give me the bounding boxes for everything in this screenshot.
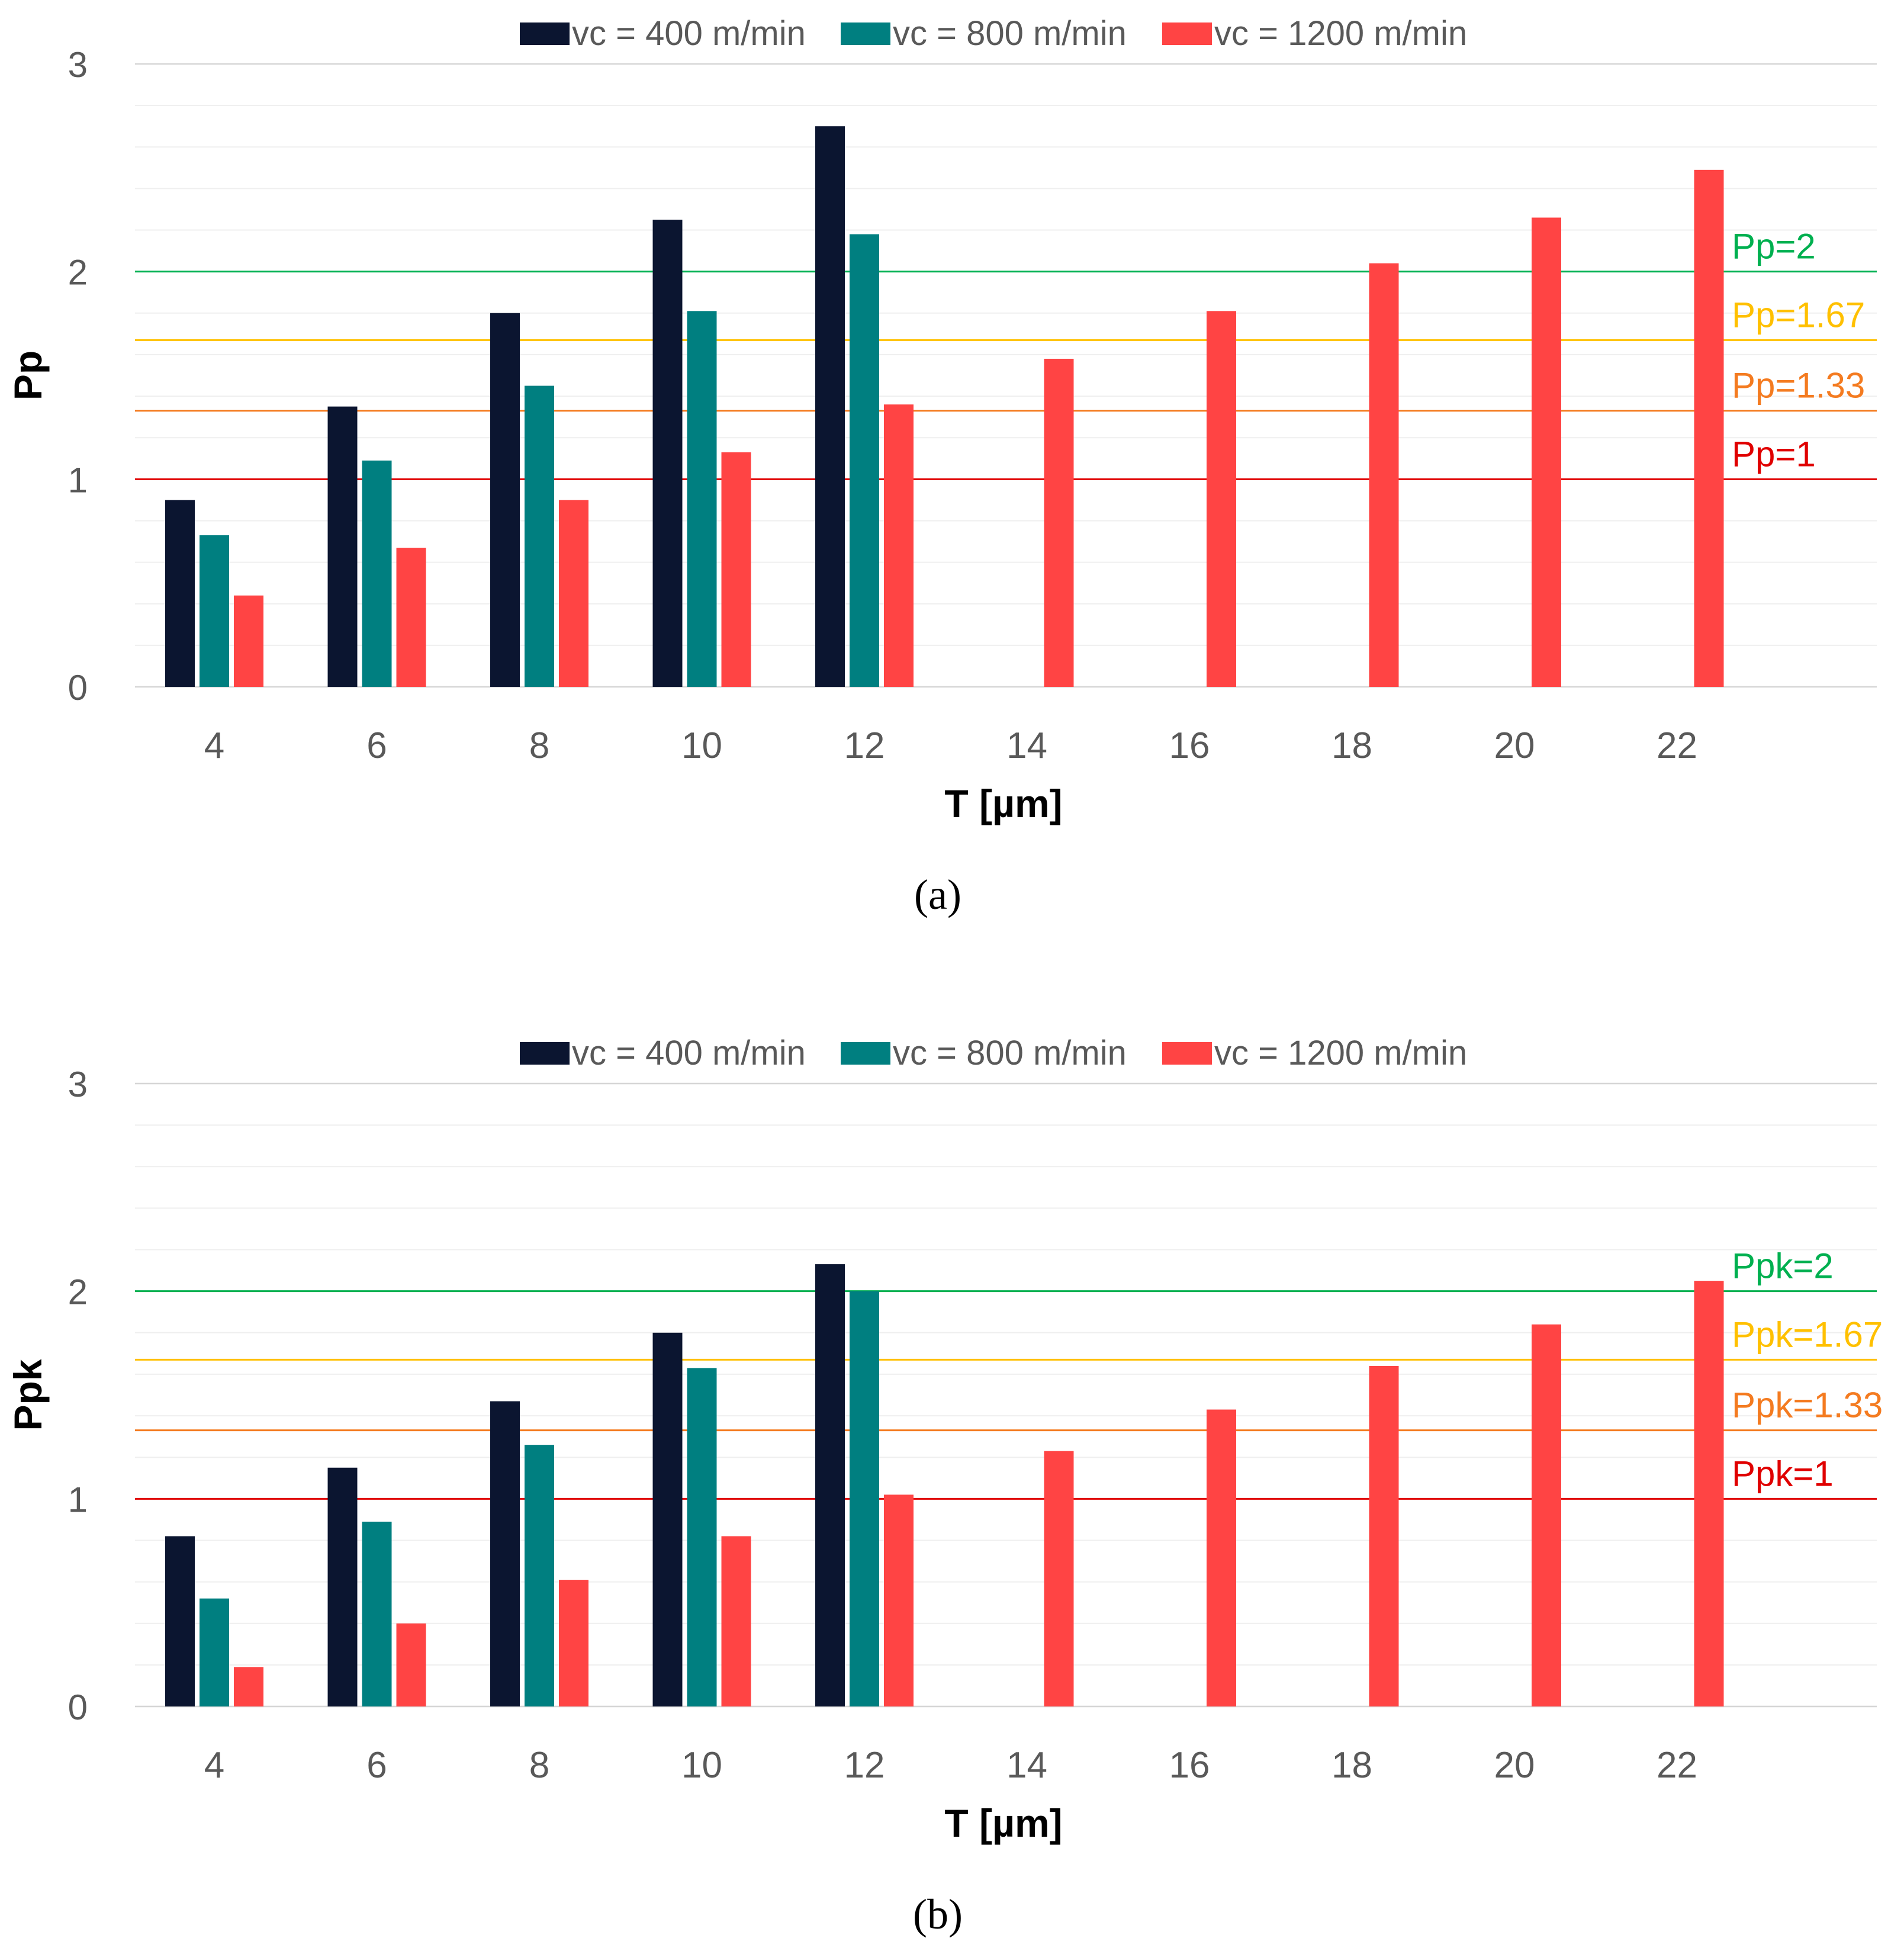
y-tick-label: 0 bbox=[68, 1688, 88, 1727]
y-tick-label: 3 bbox=[68, 1065, 88, 1104]
x-tick-label: 8 bbox=[529, 725, 549, 766]
x-tick-label: 10 bbox=[681, 1745, 722, 1786]
bar bbox=[721, 452, 751, 687]
legend-swatch bbox=[520, 23, 570, 45]
bar bbox=[490, 313, 520, 687]
y-axis-title: Ppk bbox=[6, 1359, 50, 1431]
x-tick-label: 14 bbox=[1006, 725, 1047, 766]
y-axis-title: Pp bbox=[6, 351, 50, 400]
bar bbox=[1532, 1324, 1561, 1706]
x-axis-title: T [µm] bbox=[944, 1801, 1062, 1845]
x-tick-label: 20 bbox=[1494, 1745, 1535, 1786]
x-axis-title: T [µm] bbox=[944, 782, 1062, 825]
x-tick-label: 18 bbox=[1331, 1745, 1372, 1786]
bar bbox=[1694, 169, 1724, 687]
bar bbox=[200, 535, 229, 687]
bar bbox=[850, 234, 879, 687]
y-tick-label: 0 bbox=[68, 668, 88, 708]
bar bbox=[559, 1580, 588, 1706]
x-tick-label: 12 bbox=[844, 725, 885, 766]
bar bbox=[362, 460, 392, 687]
y-tick-label: 2 bbox=[68, 1272, 88, 1312]
legend-swatch bbox=[841, 1042, 890, 1065]
x-tick-label: 4 bbox=[204, 1745, 224, 1786]
bar bbox=[884, 1494, 914, 1706]
bar bbox=[396, 1623, 426, 1706]
bar bbox=[850, 1291, 879, 1706]
bar bbox=[525, 385, 554, 687]
legend-swatch bbox=[1162, 1042, 1212, 1065]
reference-line-label: Ppk=1.33 bbox=[1732, 1386, 1883, 1425]
bar bbox=[652, 220, 683, 687]
bar bbox=[1532, 217, 1561, 687]
bar bbox=[1694, 1281, 1724, 1706]
reference-line-label: Ppk=1.67 bbox=[1732, 1314, 1883, 1354]
bar bbox=[1369, 1365, 1399, 1706]
reference-line-label: Pp=1.67 bbox=[1732, 295, 1865, 335]
reference-line-label: Pp=1.33 bbox=[1732, 366, 1865, 406]
reference-line-label: Pp=1 bbox=[1732, 434, 1816, 474]
bar bbox=[1044, 358, 1074, 687]
bar bbox=[234, 595, 263, 687]
bar bbox=[815, 126, 845, 687]
legend-swatch bbox=[1162, 23, 1212, 45]
bar bbox=[721, 1536, 751, 1706]
bar bbox=[815, 1264, 845, 1706]
x-tick-label: 12 bbox=[844, 1745, 885, 1786]
bar bbox=[1207, 1409, 1236, 1706]
reference-line-label: Pp=2 bbox=[1732, 227, 1816, 266]
bar bbox=[327, 406, 358, 687]
legend-label: vc = 800 m/min bbox=[893, 14, 1127, 53]
bar bbox=[1044, 1451, 1074, 1706]
bar bbox=[362, 1521, 392, 1706]
x-tick-label: 4 bbox=[204, 725, 224, 766]
x-tick-label: 18 bbox=[1331, 725, 1372, 766]
legend-swatch bbox=[841, 23, 890, 45]
x-tick-label: 16 bbox=[1169, 725, 1210, 766]
y-tick-label: 2 bbox=[68, 253, 88, 293]
x-tick-label: 6 bbox=[366, 725, 387, 766]
reference-line-label: Ppk=2 bbox=[1732, 1246, 1834, 1286]
legend-label: vc = 800 m/min bbox=[893, 1034, 1127, 1072]
reference-line-label: Ppk=1 bbox=[1732, 1454, 1834, 1493]
bar bbox=[234, 1667, 263, 1706]
bar bbox=[525, 1445, 554, 1706]
x-tick-label: 16 bbox=[1169, 1745, 1210, 1786]
y-tick-label: 3 bbox=[68, 45, 88, 85]
x-tick-label: 10 bbox=[681, 725, 722, 766]
bar bbox=[200, 1598, 229, 1706]
bar bbox=[165, 1536, 195, 1706]
panel-caption: (a) bbox=[914, 871, 961, 918]
x-tick-label: 20 bbox=[1494, 725, 1535, 766]
y-tick-label: 1 bbox=[68, 1480, 88, 1519]
bar bbox=[884, 404, 914, 687]
legend-swatch bbox=[520, 1042, 570, 1065]
bar bbox=[1369, 263, 1399, 687]
bar bbox=[327, 1467, 358, 1706]
y-tick-label: 1 bbox=[68, 460, 88, 500]
bar bbox=[396, 548, 426, 687]
bar bbox=[652, 1332, 683, 1706]
legend-label: vc = 1200 m/min bbox=[1214, 14, 1467, 53]
x-tick-label: 14 bbox=[1006, 1745, 1047, 1786]
bar bbox=[165, 500, 195, 687]
legend-label: vc = 400 m/min bbox=[572, 14, 806, 53]
x-tick-label: 22 bbox=[1657, 1745, 1697, 1786]
x-tick-label: 6 bbox=[366, 1745, 387, 1786]
bar bbox=[559, 500, 588, 687]
bar bbox=[490, 1401, 520, 1706]
x-tick-label: 22 bbox=[1657, 725, 1697, 766]
panel-caption: (b) bbox=[913, 1891, 963, 1938]
bar bbox=[687, 311, 717, 687]
legend-label: vc = 1200 m/min bbox=[1214, 1034, 1467, 1072]
x-tick-label: 8 bbox=[529, 1745, 549, 1786]
bar bbox=[1207, 311, 1236, 687]
bar bbox=[687, 1368, 717, 1706]
legend-label: vc = 400 m/min bbox=[572, 1034, 806, 1072]
